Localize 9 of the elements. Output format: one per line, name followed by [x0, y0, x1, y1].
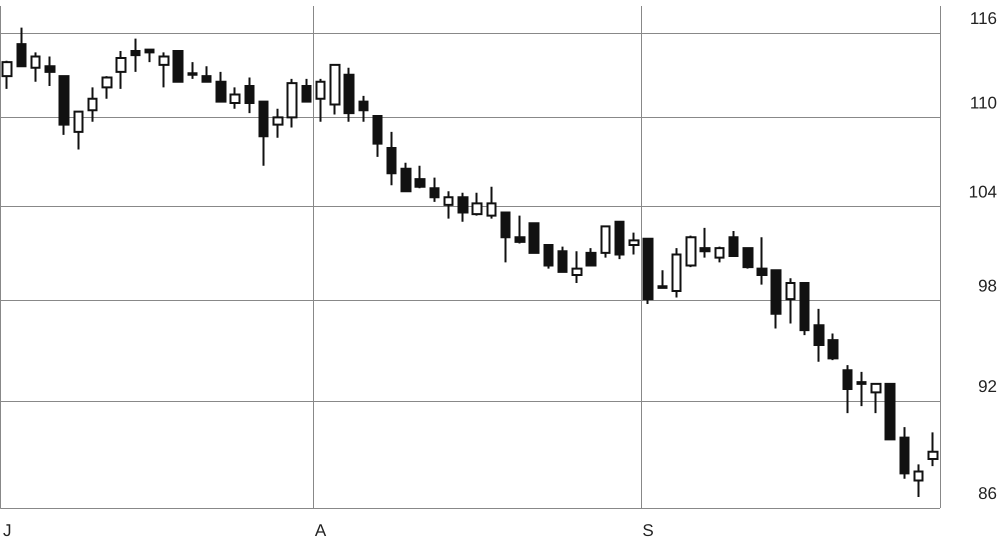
y-tick-label: 92: [978, 376, 997, 396]
y-tick-label: 104: [968, 182, 997, 202]
x-tick-label: A: [314, 521, 327, 540]
y-tick-label: 86: [978, 484, 997, 503]
y-tick-label: 98: [978, 276, 997, 296]
x-tick-label: J: [2, 521, 12, 540]
y-tick-label: 110: [970, 93, 997, 112]
x-tick-label: S: [642, 521, 654, 540]
y-tick-label: 116: [970, 9, 997, 28]
